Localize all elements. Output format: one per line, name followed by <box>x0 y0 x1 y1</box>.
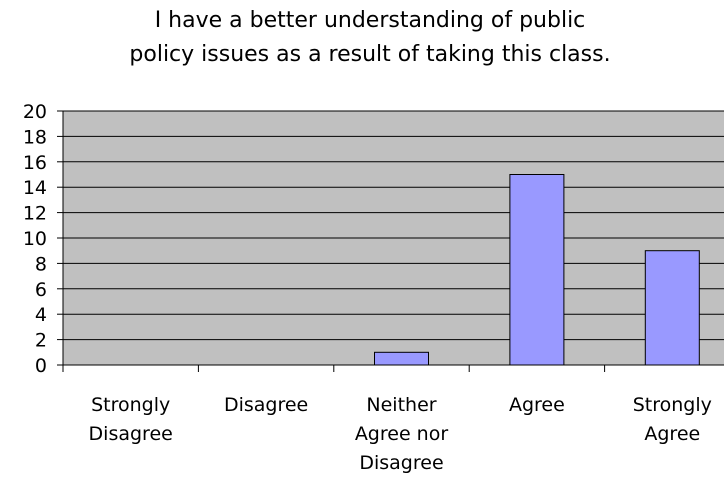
chart-title-line-2: policy issues as a result of taking this… <box>129 42 611 67</box>
x-category-label: Disagree <box>359 452 443 474</box>
y-tick-label: 18 <box>23 126 47 148</box>
x-category-label: Disagree <box>89 423 173 445</box>
y-tick-label: 12 <box>23 203 47 225</box>
y-tick-label: 4 <box>35 304 47 326</box>
x-category-label: Strongly <box>633 394 712 416</box>
x-category-label: Neither <box>366 394 436 416</box>
x-category-label: Disagree <box>224 394 308 416</box>
y-tick-label: 14 <box>23 177 47 199</box>
y-axis: 0 2 4 6 8 10 12 14 16 18 20 <box>23 101 64 377</box>
y-tick-label: 16 <box>23 152 47 174</box>
y-tick-label: 10 <box>23 228 47 250</box>
bar <box>374 351 429 366</box>
y-tick-label: 0 <box>35 355 47 377</box>
x-category-label: Strongly <box>91 394 170 416</box>
bars <box>374 174 700 366</box>
y-tick-label: 6 <box>35 279 47 301</box>
chart-title-line-1: I have a better understanding of public <box>154 8 586 33</box>
bar <box>644 250 700 366</box>
y-tick-label: 8 <box>35 253 47 275</box>
bar <box>509 174 565 366</box>
y-tick-label: 2 <box>35 330 47 352</box>
x-category-label: Agree <box>509 394 565 416</box>
x-category-label: Agree <box>644 423 700 445</box>
y-tick-label: 20 <box>23 101 47 123</box>
chart-title: I have a better understanding of public … <box>0 4 724 72</box>
x-axis: Strongly Disagree Disagree Neither Agree nor… <box>62 364 724 474</box>
gridlines <box>63 110 724 341</box>
x-category-label: Agree nor <box>355 423 449 445</box>
